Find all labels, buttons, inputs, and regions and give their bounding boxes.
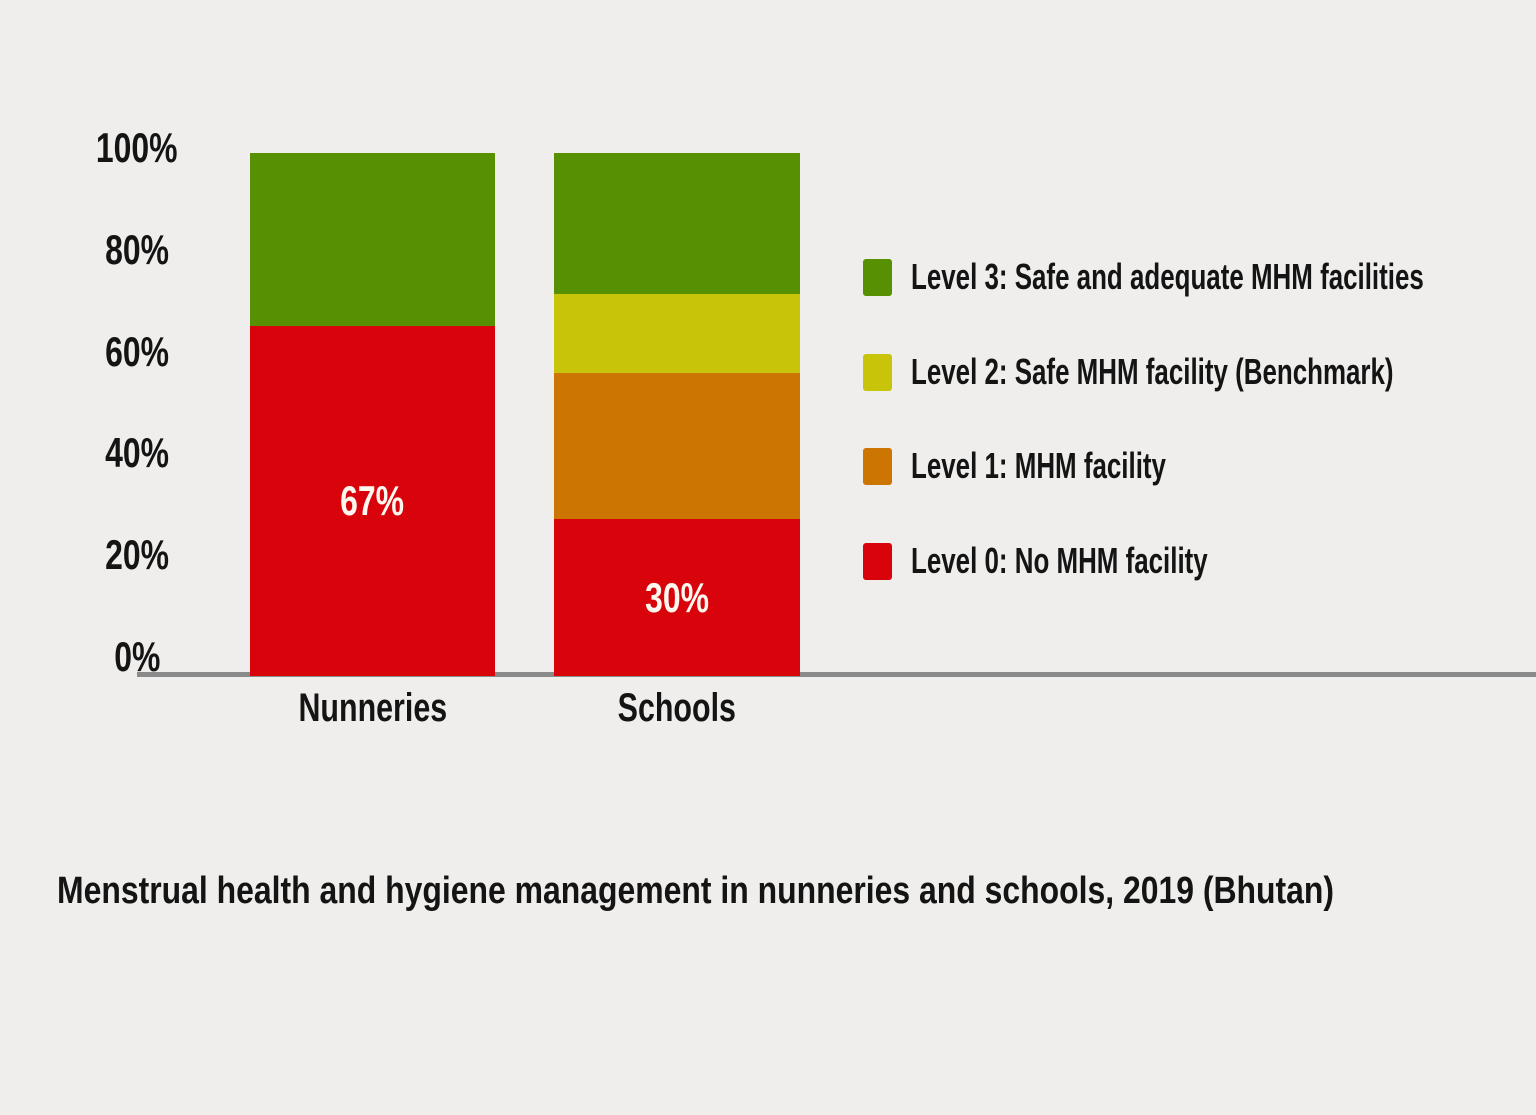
legend-item-level-2: Level 2: Safe MHM facility (Benchmark) [863, 348, 1536, 396]
y-tick-label-text: 80% [105, 225, 169, 273]
category-label-nunneries: Nunneries [250, 686, 495, 730]
y-tick-label: 80% [77, 225, 197, 273]
category-label-text: Schools [617, 686, 737, 730]
legend-item-level-0: Level 0: No MHM facility [863, 537, 1323, 585]
bar-nunneries: 67% [250, 153, 495, 676]
y-tick-label-text: 0% [113, 633, 161, 680]
bar-segment-level-0: 30% [554, 519, 800, 676]
legend-item-label-text: Level 2: Safe MHM facility (Benchmark) [911, 351, 1394, 392]
legend-item-label: Level 2: Safe MHM facility (Benchmark) [911, 352, 1536, 392]
category-label-text: Nunneries [298, 686, 447, 730]
bar-segment-level-2 [554, 294, 800, 373]
legend-item-label-text: Level 1: MHM facility [911, 445, 1166, 486]
legend-item-level-1: Level 1: MHM facility [863, 442, 1265, 490]
y-tick-label: 20% [77, 534, 197, 576]
bar-segment-level-3 [554, 153, 800, 295]
y-tick-label: 40% [77, 432, 197, 474]
bar-value-label: 30% [645, 573, 709, 621]
category-label-schools: Schools [554, 686, 800, 730]
bar-segment-level-1 [554, 372, 800, 520]
x-axis-line [137, 672, 1536, 677]
legend-item-label: Level 3: Safe and adequate MHM facilitie… [911, 257, 1536, 297]
chart-caption: Menstrual health and hygiene management … [57, 868, 1536, 914]
y-tick-label-text: 20% [105, 531, 169, 579]
y-tick-label: 100% [77, 127, 197, 169]
bar-segment-level-0: 67% [250, 325, 495, 676]
legend-color-swatch [863, 542, 892, 580]
legend-item-label: Level 0: No MHM facility [911, 541, 1323, 581]
y-tick-label-text: 100% [96, 124, 178, 171]
chart-caption-text: Menstrual health and hygiene management … [57, 870, 1335, 912]
legend-item-label-text: Level 3: Safe and adequate MHM facilitie… [911, 256, 1424, 297]
y-tick-label: 0% [77, 636, 197, 678]
y-tick-label-text: 60% [105, 327, 169, 375]
bar-schools: 30% [554, 153, 800, 676]
legend-color-swatch [863, 447, 892, 485]
legend-item-label: Level 1: MHM facility [911, 446, 1265, 486]
legend-color-swatch [863, 353, 892, 391]
y-tick-label: 60% [77, 327, 197, 375]
legend-item-label-text: Level 0: No MHM facility [911, 540, 1208, 581]
y-tick-label-text: 40% [105, 429, 169, 477]
legend-item-level-3: Level 3: Safe and adequate MHM facilitie… [863, 253, 1536, 301]
legend-color-swatch [863, 258, 892, 296]
bar-segment-level-3 [250, 153, 495, 326]
bar-value-label: 67% [340, 476, 405, 524]
